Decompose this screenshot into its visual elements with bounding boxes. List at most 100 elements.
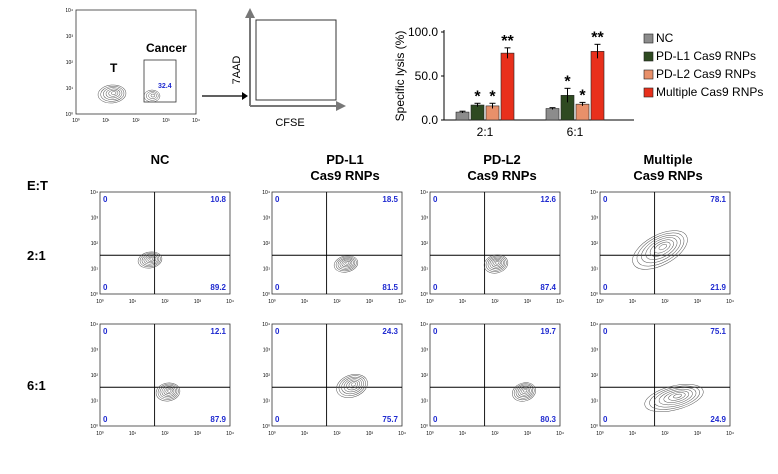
contour-line (339, 258, 354, 269)
bar (545, 108, 560, 121)
plot-frame (99, 323, 231, 427)
y-tick-label: 10² (591, 373, 599, 379)
quadrant-value-ll: 0 (433, 283, 438, 292)
contour-group (632, 230, 688, 270)
plot-frame (429, 323, 561, 427)
x-tick-label: 10³ (366, 431, 374, 437)
quadrant-value-lr: 89.2 (210, 283, 226, 292)
gating-y-tick: 10² (66, 60, 73, 66)
contour-line (519, 386, 531, 396)
contour-line (649, 239, 674, 257)
plot-frame (429, 191, 561, 295)
row-label-2-1: 2:1 (27, 248, 46, 263)
contour-line (483, 254, 509, 274)
y-tick-label: 10⁰ (90, 424, 98, 430)
contour-line (485, 255, 507, 272)
quadrant-value-ul: 0 (433, 327, 438, 336)
y-tick-label: 10³ (421, 216, 429, 222)
col-header-pdl1: PD-L1 Cas9 RNPs (285, 152, 405, 184)
y-tick-label: 10³ (591, 348, 599, 354)
bar (455, 111, 470, 121)
contour-line (512, 382, 536, 402)
significance-label: ** (501, 33, 514, 50)
x-tick-label: 10³ (694, 299, 702, 305)
contour-line (346, 379, 360, 391)
quadrant-value-ur: 18.5 (382, 195, 398, 204)
y-tick-label: 10¹ (91, 399, 99, 405)
contour-line (100, 86, 125, 102)
contour-line (149, 257, 154, 261)
x-tick-label: 10⁰ (426, 431, 434, 437)
contour-group (483, 254, 509, 274)
et-label: E:T (27, 178, 48, 193)
flow-plot: 10⁰ 10⁰ 10¹ 10¹ 10² 10² 10³ 10³ 10⁴ 10⁴ 0 78.1 0 21.9 (590, 190, 744, 328)
x-tick-label: 10² (491, 431, 499, 437)
contour-line (654, 387, 697, 408)
x-tick-label: 10⁰ (268, 299, 276, 305)
contour-line (108, 90, 119, 97)
significance-label: * (579, 87, 586, 104)
contour-line (673, 393, 682, 399)
y-tick-label: 10⁴ (420, 190, 428, 196)
x-tick-label: 10⁰ (96, 431, 104, 437)
y-tick-label: 50.0 (415, 69, 439, 83)
contour-line (343, 260, 351, 266)
contour-line (348, 381, 359, 389)
contour-line (335, 256, 357, 272)
contour-line (146, 91, 159, 101)
x-tick-label: 10¹ (459, 431, 467, 437)
significance-label: * (474, 88, 481, 105)
contour-line (654, 241, 671, 254)
quadrant-value-ul: 0 (603, 195, 608, 204)
contour-line (143, 254, 158, 265)
x-tick-label: 10² (491, 299, 499, 305)
quadrant-value-ll: 0 (275, 415, 280, 424)
significance-label: * (564, 73, 571, 90)
quadrant-value-ul: 0 (603, 327, 608, 336)
contour-line (645, 237, 678, 260)
x-tick-label: 10¹ (301, 299, 309, 305)
contour-line (111, 91, 117, 95)
contour-line (150, 93, 156, 98)
contour-line (658, 388, 693, 406)
x-tick-label: 10⁰ (596, 299, 604, 305)
y-tick-label: 100.0 (408, 25, 438, 39)
y-tick-label: 10³ (263, 348, 271, 354)
contour-line (137, 251, 163, 269)
quadrant-value-ur: 12.6 (540, 195, 556, 204)
contour-line (632, 230, 688, 270)
quadrant-value-ll: 0 (603, 415, 608, 424)
col-header-multiple: Multiple Cas9 RNPs (608, 152, 728, 184)
contour-group (644, 384, 704, 412)
col-header-pdl2-text: PD-L2 Cas9 RNPs (467, 152, 537, 183)
x-tick-label: 10³ (694, 431, 702, 437)
y-tick-label: 10³ (263, 216, 271, 222)
gating-x-tick: 10³ (162, 118, 170, 124)
y-axis-label: Specific lysis (%) (393, 31, 407, 122)
y-tick-label: 10³ (91, 216, 99, 222)
legend-swatch (643, 69, 654, 80)
quadrant-value-lr: 21.9 (710, 283, 726, 292)
y-tick-label: 10² (263, 241, 271, 247)
quadrant-value-ll: 0 (603, 283, 608, 292)
contour-line (336, 374, 368, 398)
contour-line (487, 256, 506, 271)
contour-line (167, 389, 172, 393)
contour-line (649, 385, 700, 410)
x-tick-label: 10¹ (129, 431, 137, 437)
flow-plot: 10⁰ 10⁰ 10¹ 10¹ 10² 10² 10³ 10³ 10⁴ 10⁴ 0 19.7 0 80.3 (420, 322, 574, 460)
gating-y-tick: 10¹ (66, 86, 73, 92)
col-header-pdl2: PD-L2 Cas9 RNPs (442, 152, 562, 184)
y-tick-label: 10⁰ (420, 424, 428, 430)
contour-line (155, 382, 181, 402)
x-tick-label: 10³ (524, 299, 532, 305)
y-tick-label: 10⁴ (262, 322, 270, 328)
contour-line (337, 257, 356, 270)
gating-y-tick: 10⁴ (66, 8, 73, 14)
